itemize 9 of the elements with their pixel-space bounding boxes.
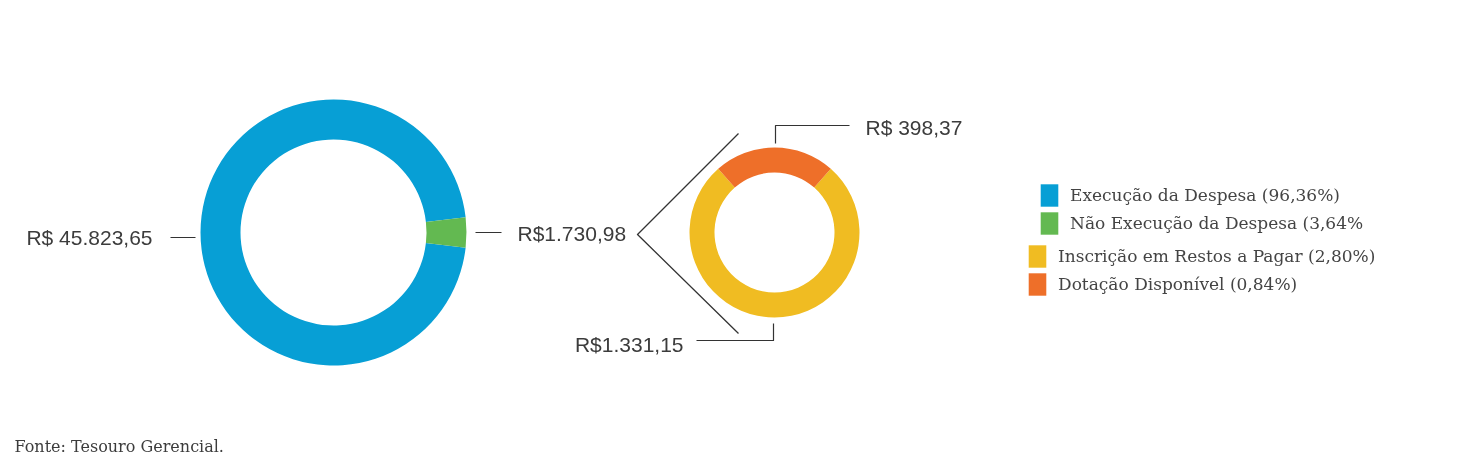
data-label: R$ 398,37 xyxy=(865,116,963,139)
data-label: R$1.331,15 xyxy=(574,333,684,356)
data-label: R$1.730,98 xyxy=(517,222,627,245)
source-note: Fonte: Tesouro Gerencial. xyxy=(14,437,224,456)
data-label: R$ 45.823,65 xyxy=(26,226,153,249)
legend-label: Execução da Despesa (96,36%) xyxy=(1070,184,1340,207)
legend-label: Não Execução da Despesa (3,64% xyxy=(1070,212,1364,235)
legend-label: Inscrição em Restos a Pagar (2,80%) xyxy=(1058,245,1376,268)
legend-label: Dotação Disponível (0,84%) xyxy=(1058,273,1298,296)
